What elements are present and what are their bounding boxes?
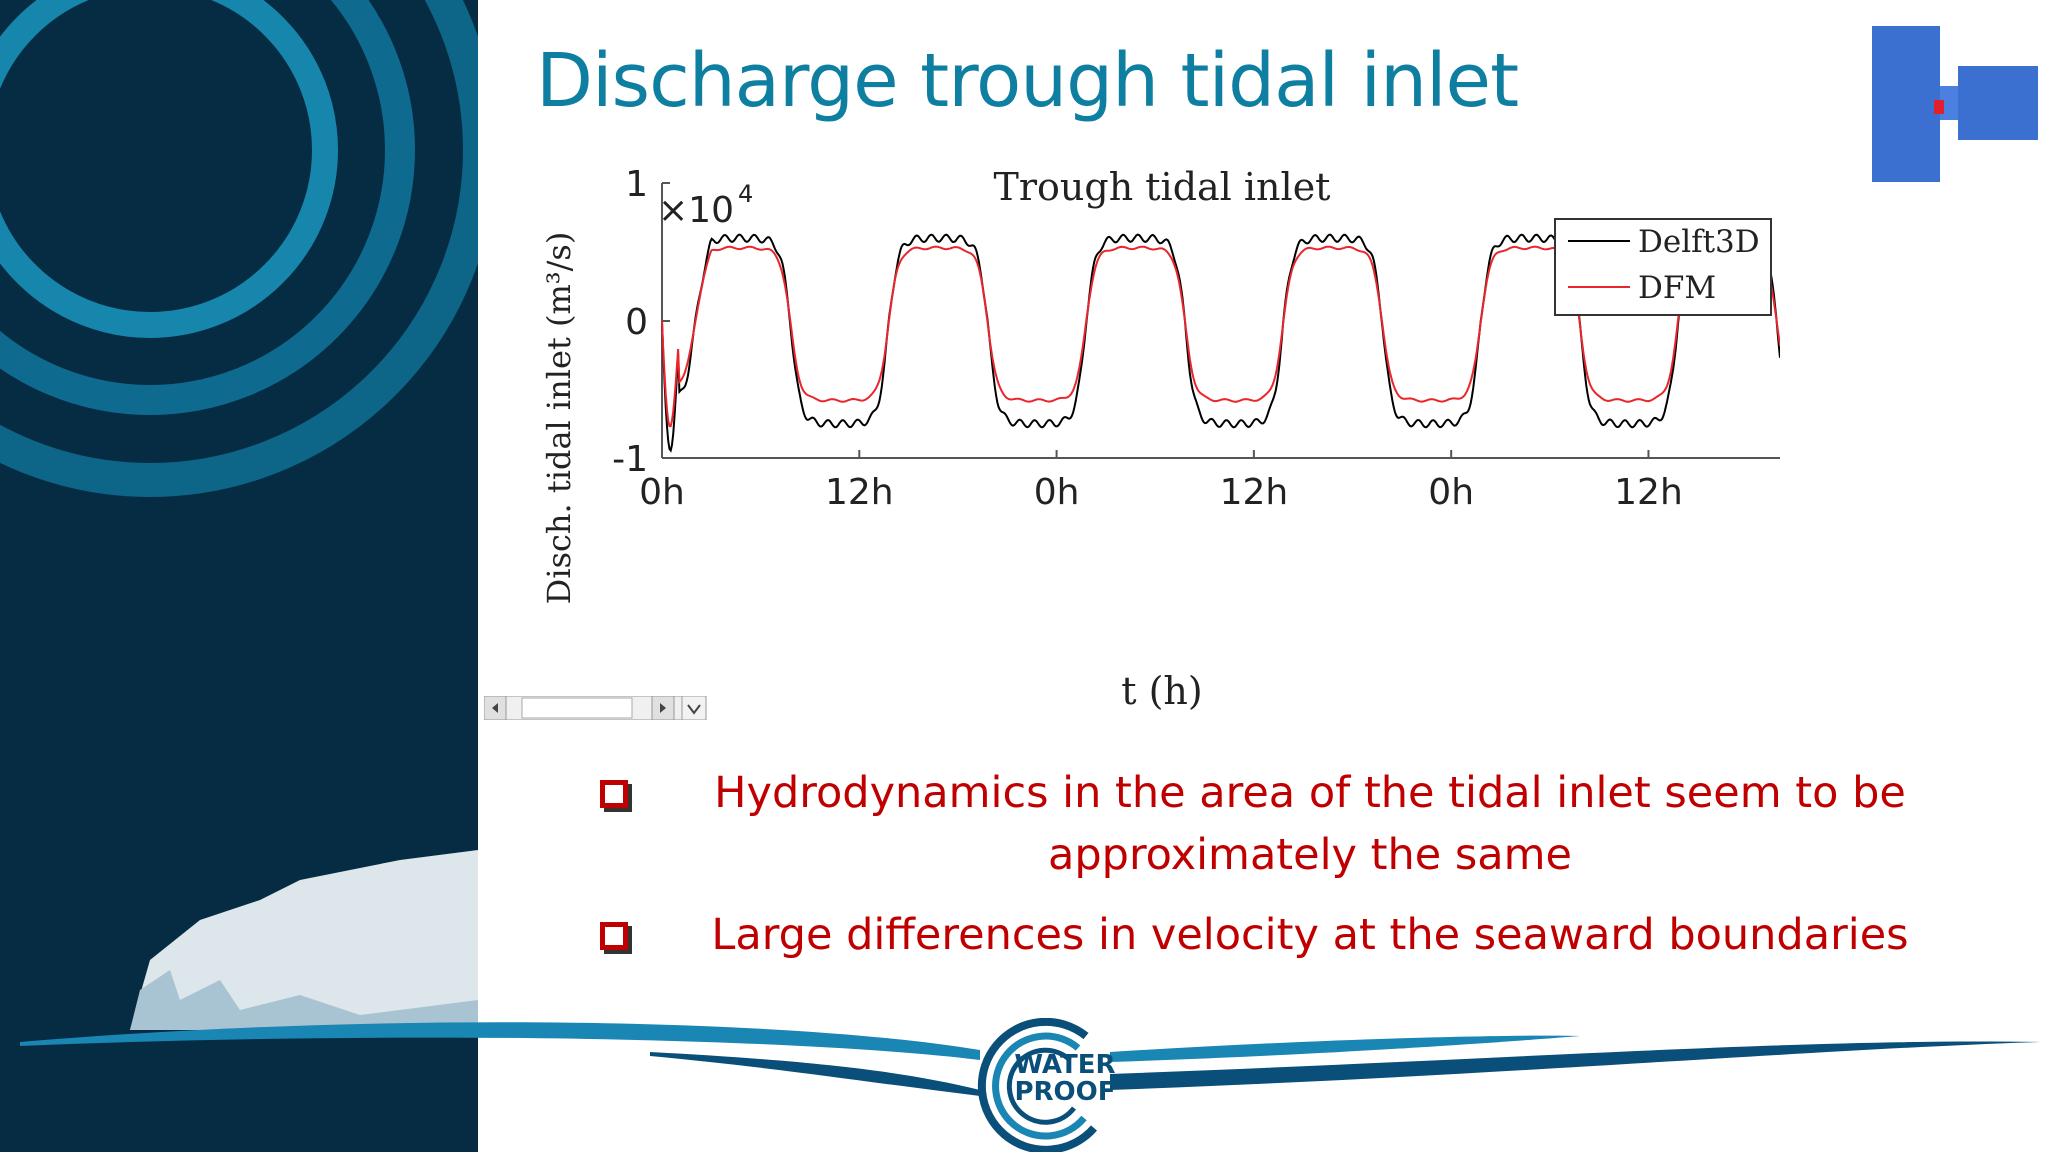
chart-legend: Delft3D DFM <box>1554 218 1772 316</box>
y-axis-multiplier-base: ×10 <box>658 190 734 231</box>
y-axis-multiplier-exp: 4 <box>738 180 753 208</box>
x-tick-label: 0h <box>1034 472 1080 513</box>
series-line-delft3d <box>661 233 1780 453</box>
waterproof-logo-icon <box>977 1018 1098 1152</box>
bullet-text: Hydrodynamics in the area of the tidal i… <box>714 768 1906 880</box>
series-line-dfm <box>661 245 1780 428</box>
x-tick-label: 12h <box>1614 472 1683 513</box>
footer-wave-decoration <box>20 1022 2040 1096</box>
waterproof-line-1: WATER <box>1014 1050 1116 1080</box>
x-tick-label: 0h <box>639 472 685 513</box>
dropdown-button[interactable] <box>681 696 707 720</box>
checkbox-icon <box>600 922 628 950</box>
bullet-item: Hydrodynamics in the area of the tidal i… <box>590 762 1950 886</box>
y-axis-multiplier: ×10 4 <box>658 180 753 231</box>
bullet-item: Large differences in velocity at the sea… <box>590 904 1950 966</box>
bullet-text: Large differences in velocity at the sea… <box>711 910 1909 960</box>
chevron-down-icon <box>687 704 701 715</box>
scroll-right-arrow-icon <box>660 703 666 713</box>
x-axis-label: t (h) <box>1121 669 1202 713</box>
waterproof-line-2: PROOF <box>1014 1077 1116 1107</box>
deltares-logo-icon <box>1872 26 2038 182</box>
legend-label-delft3d: Delft3D <box>1638 224 1760 260</box>
y-tick-label: 1 <box>625 170 648 205</box>
slide-title: Discharge trough tidal inlet <box>536 38 1519 124</box>
discharge-chart: Trough tidal inlet Disch. tidal inlet (m… <box>540 170 1780 713</box>
y-tick-label: 0 <box>625 302 648 343</box>
legend-label-dfm: DFM <box>1638 270 1716 306</box>
chart-scrollbar[interactable] <box>484 696 708 720</box>
y-tick-label: -1 <box>612 439 648 480</box>
x-tick-label: 0h <box>1428 472 1474 513</box>
waterproof-logo-text: WATER PROOF <box>1010 1052 1120 1106</box>
scroll-left-arrow-icon <box>492 703 498 713</box>
x-tick-label: 12h <box>1220 472 1289 513</box>
x-tick-label: 12h <box>825 472 894 513</box>
scroll-thumb[interactable] <box>521 697 633 719</box>
chart-title: Trough tidal inlet <box>994 170 1331 209</box>
sidebar-decoration <box>0 0 478 1152</box>
y-axis-label: Disch. tidal inlet (m³/s) <box>540 232 578 605</box>
checkbox-icon <box>600 780 628 808</box>
